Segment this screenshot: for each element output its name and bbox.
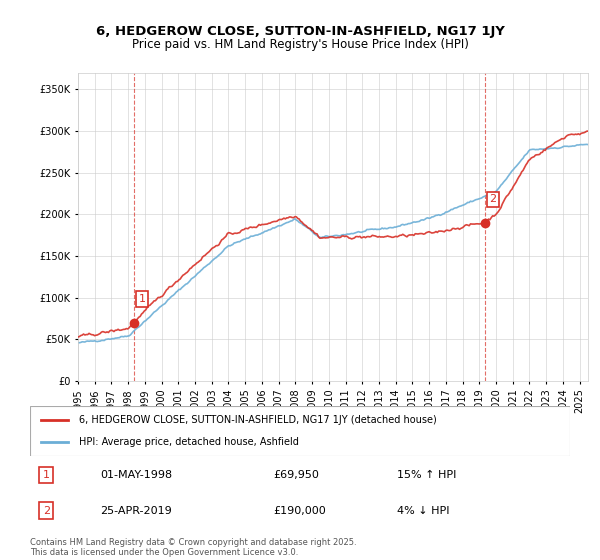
Text: 01-MAY-1998: 01-MAY-1998 bbox=[100, 470, 172, 480]
Text: 1: 1 bbox=[139, 294, 146, 304]
FancyBboxPatch shape bbox=[30, 406, 570, 456]
Text: 1: 1 bbox=[43, 470, 50, 480]
Text: 6, HEDGEROW CLOSE, SUTTON-IN-ASHFIELD, NG17 1JY (detached house): 6, HEDGEROW CLOSE, SUTTON-IN-ASHFIELD, N… bbox=[79, 415, 436, 425]
Text: 4% ↓ HPI: 4% ↓ HPI bbox=[397, 506, 450, 516]
Text: £190,000: £190,000 bbox=[273, 506, 326, 516]
Text: HPI: Average price, detached house, Ashfield: HPI: Average price, detached house, Ashf… bbox=[79, 437, 298, 447]
Text: 15% ↑ HPI: 15% ↑ HPI bbox=[397, 470, 457, 480]
Text: 2: 2 bbox=[43, 506, 50, 516]
Text: 2: 2 bbox=[490, 194, 497, 204]
Text: 25-APR-2019: 25-APR-2019 bbox=[100, 506, 172, 516]
Text: Contains HM Land Registry data © Crown copyright and database right 2025.
This d: Contains HM Land Registry data © Crown c… bbox=[30, 538, 356, 557]
Text: 6, HEDGEROW CLOSE, SUTTON-IN-ASHFIELD, NG17 1JY: 6, HEDGEROW CLOSE, SUTTON-IN-ASHFIELD, N… bbox=[95, 25, 505, 38]
Text: Price paid vs. HM Land Registry's House Price Index (HPI): Price paid vs. HM Land Registry's House … bbox=[131, 38, 469, 50]
Text: £69,950: £69,950 bbox=[273, 470, 319, 480]
